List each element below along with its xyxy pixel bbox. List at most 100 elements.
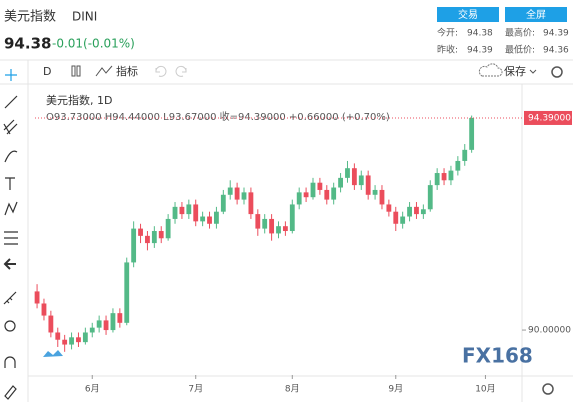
candle-body: [34, 291, 40, 304]
save[interactable]: 保存: [504, 64, 526, 78]
undo-icon[interactable]: [155, 65, 167, 77]
brush-tool[interactable]: [4, 150, 18, 163]
candle-body: [145, 235, 150, 244]
measure-tool[interactable]: [4, 231, 18, 245]
candle-body: [186, 204, 192, 215]
stat-label: 昨收:: [437, 44, 458, 56]
candle-body: [76, 337, 81, 343]
candle-body: [214, 211, 219, 224]
candle-body: [393, 211, 399, 224]
legend-ohlc: O93.73000 H94.44000 L93.67000 收=94.39000…: [46, 110, 390, 123]
candle-body: [276, 226, 281, 234]
stat-label: 最高价:: [505, 27, 535, 39]
settings-icon[interactable]: [551, 66, 563, 78]
magnet-tool[interactable]: [4, 356, 16, 368]
stat-value: 94.38: [467, 29, 493, 39]
candle-body: [131, 228, 137, 263]
x-tick-label: 7月: [188, 384, 203, 395]
candle-icon[interactable]: [76, 65, 81, 77]
candle-body: [441, 173, 447, 181]
candle-body: [469, 117, 475, 150]
last-price-tag: [524, 110, 572, 125]
candle-body: [420, 209, 426, 215]
candle-body: [448, 170, 454, 181]
trade-button[interactable]: [437, 7, 499, 22]
candle-body: [96, 320, 102, 328]
price: 94.38: [4, 35, 51, 53]
candle-body: [358, 175, 364, 186]
candle-body: [317, 182, 323, 190]
stat-value: 94.39: [467, 46, 493, 56]
ruler-tool[interactable]: [3, 291, 17, 305]
candle-body: [407, 206, 412, 217]
stat-value: 94.39: [543, 29, 569, 39]
last-price-label: 94.39000: [528, 113, 571, 123]
candle-body: [207, 216, 212, 224]
legend-name: 美元指数, 1D: [46, 93, 112, 107]
candle-body: [289, 204, 295, 232]
line-tool[interactable]: [4, 95, 18, 109]
fullscreen-button[interactable]: [505, 7, 567, 22]
candle-body: [282, 226, 288, 232]
candle-body: [241, 192, 247, 200]
zoom-tool[interactable]: [4, 320, 16, 332]
candle-body: [351, 168, 357, 186]
candle-body: [55, 332, 61, 340]
candle-body: [62, 339, 68, 345]
eraser-tool[interactable]: [4, 385, 17, 400]
symbol: DINI: [72, 10, 97, 24]
candle-body: [110, 313, 116, 331]
interval[interactable]: D: [43, 65, 51, 78]
candle-body: [48, 315, 54, 333]
candle-body: [427, 185, 433, 210]
indicators[interactable]: 指标: [116, 64, 138, 78]
candle-body: [117, 313, 123, 323]
axis-settings[interactable]: [542, 383, 554, 395]
title: 美元指数: [4, 10, 56, 25]
stat-label: 最低价:: [505, 44, 535, 56]
candle-body: [345, 168, 350, 178]
redo-icon[interactable]: [175, 65, 187, 77]
candle-body: [220, 194, 226, 212]
stat-label: 今开:: [437, 27, 458, 39]
candle-body: [200, 216, 206, 222]
candle-body: [455, 160, 461, 171]
candle-body: [255, 214, 261, 229]
candle-icon[interactable]: [71, 65, 76, 77]
stat-value: 94.36: [543, 46, 569, 56]
candle-body: [103, 320, 109, 331]
logo-icon: [43, 350, 63, 357]
candle-body: [41, 303, 47, 316]
pattern-tool[interactable]: [4, 201, 18, 216]
candle-body: [310, 182, 316, 198]
trade-label[interactable]: 交易: [458, 8, 478, 21]
candle-body: [234, 187, 240, 200]
candle-body: [158, 231, 164, 239]
fib-tool[interactable]: [3, 119, 18, 135]
crosshair-tool[interactable]: [5, 69, 17, 81]
candle-body: [414, 206, 419, 215]
candle-body: [462, 149, 468, 161]
text-tool[interactable]: [5, 177, 15, 190]
candle-body: [82, 332, 88, 343]
x-tick-label: 10月: [475, 384, 495, 395]
candle-body: [379, 189, 385, 205]
back-tool[interactable]: [3, 258, 16, 270]
candle-body: [172, 206, 178, 219]
candle-body: [227, 187, 233, 195]
candle-body: [296, 192, 302, 205]
candle-body: [248, 192, 254, 215]
candle-body: [124, 262, 130, 323]
dropdown-icon[interactable]: [529, 69, 537, 74]
candle-body: [338, 177, 343, 188]
candle-body: [372, 189, 378, 195]
candle-body: [386, 204, 392, 212]
cloud-icon[interactable]: [478, 63, 503, 77]
watermark: FX168: [462, 344, 533, 368]
candle-body: [269, 218, 275, 234]
indicator-icon[interactable]: [95, 65, 113, 77]
fullscreen-label[interactable]: 全屏: [526, 8, 546, 21]
candle-body: [165, 218, 171, 239]
candle-body: [434, 173, 440, 186]
